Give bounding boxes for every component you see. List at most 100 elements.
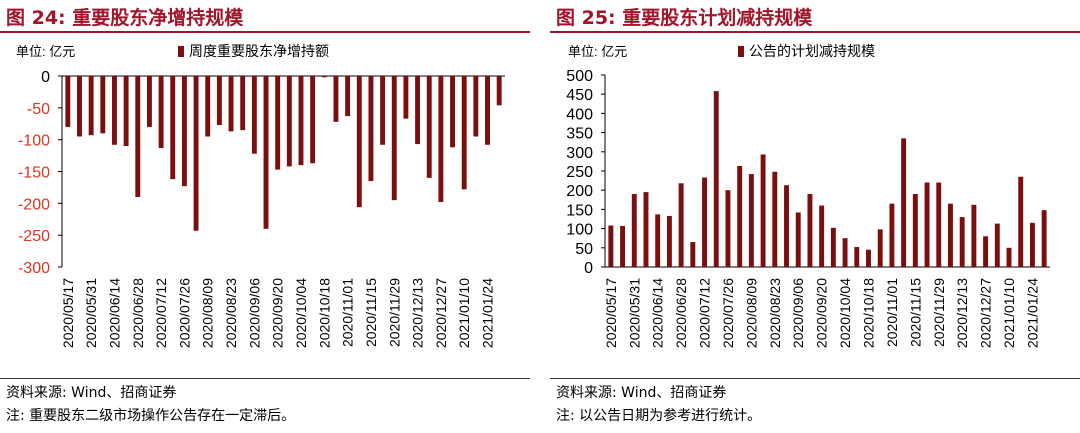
bar — [205, 76, 211, 137]
chart-panel-net-increase: 图 24: 重要股东净增持规模 单位: 亿元 周度重要股东净增持额 0 -50 -100… — [0, 0, 530, 433]
x-tick-label: 2020/09/06 — [246, 278, 262, 348]
unit-label: 单位: 亿元 — [568, 44, 627, 59]
bar — [678, 183, 684, 267]
x-tick-label: 2020/11/01 — [340, 278, 356, 347]
legend-swatch — [738, 46, 744, 57]
bar — [959, 217, 965, 267]
x-tick-label: 2021/01/24 — [480, 278, 496, 348]
bar — [737, 166, 743, 267]
bar — [112, 76, 117, 145]
y-tick-label: -250 — [18, 228, 50, 245]
x-tick-label: 2020/06/28 — [130, 278, 146, 348]
source-text: 资料来源: Wind、招商证券 — [556, 385, 727, 401]
bar — [310, 76, 316, 164]
bar — [275, 76, 281, 170]
bar — [228, 76, 234, 132]
x-tick-label: 2020/07/26 — [176, 278, 192, 348]
bar — [948, 203, 953, 267]
bar — [88, 76, 94, 136]
bar — [263, 76, 269, 229]
bar — [391, 76, 397, 201]
bar — [135, 76, 141, 197]
x-tick-label: 2021/01/24 — [1024, 278, 1040, 348]
y-tick-label: 0 — [584, 260, 593, 277]
bar — [170, 76, 176, 180]
bar — [426, 76, 432, 178]
legend-swatch — [178, 46, 184, 57]
y-tick-label: 200 — [566, 183, 593, 200]
bar — [415, 76, 421, 145]
bar — [403, 76, 409, 119]
x-tick-label: 2020/11/15 — [907, 278, 923, 347]
y-tick-label: -200 — [18, 196, 50, 213]
x-tick-label: 2020/11/29 — [931, 278, 947, 347]
bar — [65, 76, 71, 127]
y-tick-label: 300 — [566, 145, 593, 162]
bar — [1018, 176, 1024, 267]
bar — [216, 76, 222, 126]
bar — [181, 76, 187, 187]
x-tick-label: 2020/07/12 — [153, 278, 169, 348]
y-tick-label: 400 — [566, 106, 593, 123]
x-tick-label: 2020/10/18 — [860, 278, 876, 348]
bar — [760, 154, 766, 267]
x-tick-label: 2020/08/09 — [743, 278, 759, 348]
bar — [643, 192, 649, 267]
x-tick-label: 2020/07/12 — [697, 278, 713, 348]
x-tick-label: 2020/12/27 — [433, 278, 449, 348]
title-divider — [0, 31, 530, 33]
y-tick-label: 250 — [566, 164, 593, 181]
bar — [807, 194, 813, 267]
bar — [924, 182, 930, 267]
y-tick-label: 500 — [566, 68, 593, 85]
y-tick-label: -100 — [18, 133, 50, 150]
y-tick-label: -300 — [18, 260, 50, 277]
bar — [123, 76, 129, 147]
bar — [854, 247, 860, 267]
note-text: 注: 重要股东二级市场操作公告存在一定滞后。 — [6, 408, 296, 424]
bar — [473, 76, 479, 137]
bar — [713, 91, 719, 268]
bar — [994, 223, 1000, 267]
x-tick-label: 2020/05/31 — [83, 278, 99, 348]
legend-label: 公告的计划减持规模 — [749, 43, 875, 59]
y-tick-label: -50 — [27, 101, 50, 118]
bar — [620, 225, 626, 267]
bar — [631, 194, 637, 267]
bar — [496, 76, 502, 106]
note-text: 注: 以公告日期为参考进行统计。 — [556, 408, 762, 424]
bar — [251, 76, 257, 154]
source-text: 资料来源: Wind、招商证券 — [6, 385, 177, 401]
bar — [842, 238, 848, 267]
bar — [368, 76, 374, 182]
x-tick-label: 2020/06/28 — [673, 278, 689, 348]
bar — [77, 76, 82, 137]
x-tick-label: 2020/08/09 — [200, 278, 216, 348]
bar — [690, 242, 696, 267]
bar — [146, 76, 152, 127]
bar — [830, 227, 836, 267]
y-tick-label: 0 — [41, 69, 50, 86]
x-tick-label: 2020/05/31 — [626, 278, 642, 348]
bar — [193, 76, 199, 231]
bar — [877, 229, 883, 267]
y-tick-label: -150 — [18, 165, 50, 182]
bar — [100, 76, 106, 134]
x-tick-label: 2020/05/17 — [603, 278, 619, 348]
x-tick-label: 2020/06/14 — [650, 278, 666, 348]
bar — [1006, 247, 1012, 267]
x-tick-label: 2020/10/04 — [293, 278, 309, 348]
x-tick-label: 2020/08/23 — [767, 278, 783, 348]
chart-panel-planned-reduction: 图 25: 重要股东计划减持规模 单位: 亿元 公告的计划减持规模 500 450 40… — [550, 0, 1080, 433]
x-tick-label: 2020/10/18 — [316, 278, 332, 348]
bar — [1041, 210, 1047, 267]
bar — [866, 249, 871, 267]
bar — [795, 212, 801, 267]
bar — [1029, 222, 1035, 267]
bar — [936, 182, 942, 267]
chart-title: 图 25: 重要股东计划减持规模 — [556, 7, 813, 29]
unit-label: 单位: 亿元 — [16, 44, 75, 59]
net-increase-bar-chart: 单位: 亿元 周度重要股东净增持额 0 -50 -100 -150 -200 -250 -300… — [16, 43, 505, 348]
bar — [971, 204, 977, 267]
bar — [901, 138, 907, 267]
